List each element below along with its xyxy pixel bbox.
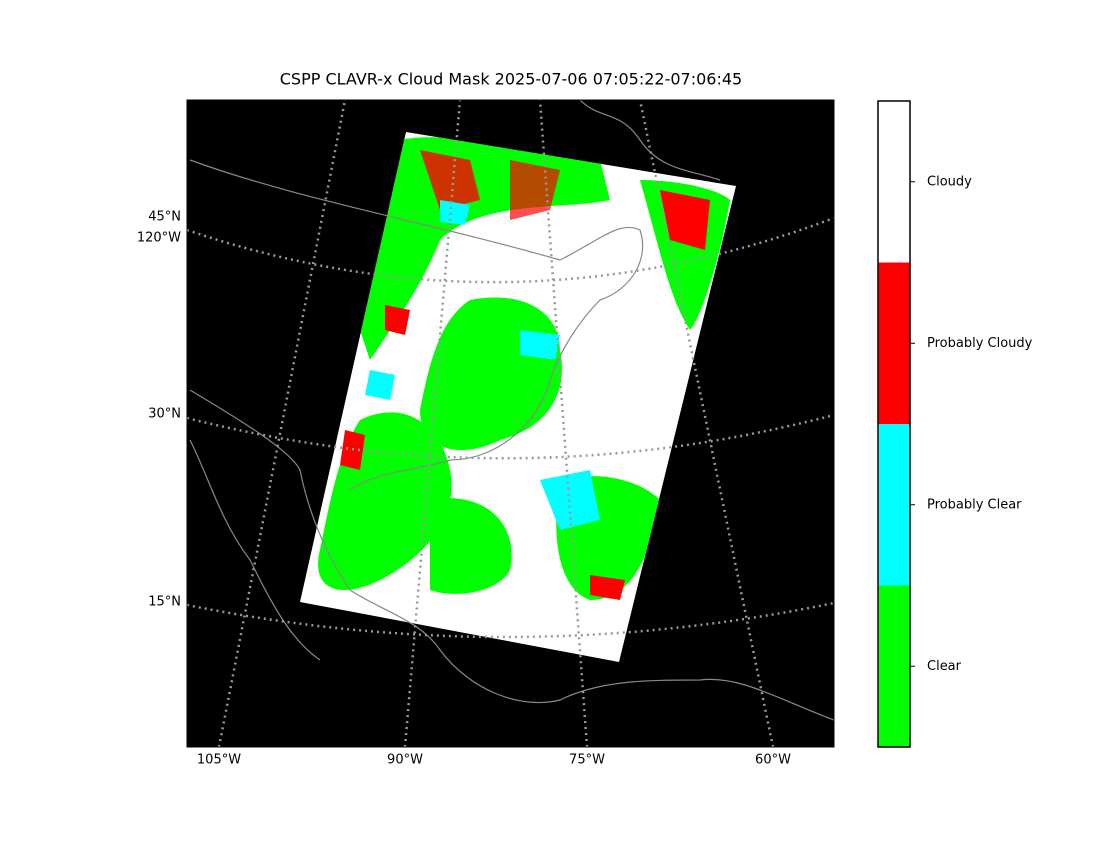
colorbar: Clear Probably Clear Probably Cloudy Cloudy (877, 100, 1033, 748)
lon-label: 75°W (569, 753, 605, 768)
map (187, 100, 834, 747)
lat-label: 15°N (148, 595, 181, 610)
lat-label: 30°N (148, 407, 181, 422)
colorbar-segment (878, 101, 910, 263)
colorbar-segment (878, 424, 910, 586)
colorbar-label: Cloudy (927, 174, 972, 189)
colorbar-frame (877, 100, 911, 748)
cloud-mask (318, 137, 730, 600)
colorbar-segment (878, 262, 910, 424)
colorbar-segment (878, 585, 910, 747)
colorbar-label: Probably Clear (927, 497, 1022, 512)
colorbar-label: Probably Cloudy (927, 336, 1033, 351)
lat-label: 120°W (137, 231, 181, 246)
colorbar-label: Clear (927, 659, 962, 674)
lon-label: 90°W (387, 753, 423, 768)
lon-label: 105°W (197, 753, 241, 768)
map-title: CSPP CLAVR-x Cloud Mask 2025-07-06 07:05… (280, 70, 742, 89)
lon-label: 60°W (755, 753, 791, 768)
lat-label: 45°N (148, 210, 181, 225)
lat-labels: 45°N 120°W 30°N 15°N (137, 210, 181, 610)
map-frame (186, 99, 835, 748)
lon-labels: 105°W 90°W 75°W 60°W (197, 753, 791, 768)
